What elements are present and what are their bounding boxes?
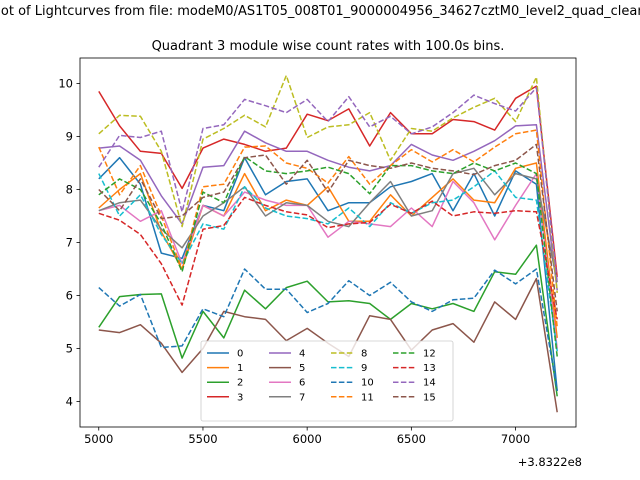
series-group xyxy=(98,74,558,413)
series-line-6 xyxy=(98,172,558,349)
legend-label-2: 2 xyxy=(237,378,243,389)
series-line-1 xyxy=(98,162,558,338)
series-line-4 xyxy=(98,124,558,291)
legend-label-3: 3 xyxy=(237,392,243,403)
x-tick-label: 5500 xyxy=(188,432,217,446)
y-tick-label: 8 xyxy=(66,182,73,196)
legend-label-6: 6 xyxy=(299,378,305,389)
series-lines xyxy=(98,74,558,413)
legend-label-13: 13 xyxy=(423,363,436,374)
y-tick-label: 6 xyxy=(66,289,73,303)
legend-label-4: 4 xyxy=(299,349,305,360)
legend-label-14: 14 xyxy=(423,378,436,389)
x-tick-label: 6500 xyxy=(397,432,426,446)
x-tick-label: 5000 xyxy=(84,432,113,446)
x-tick-label: 6000 xyxy=(293,432,322,446)
series-line-11 xyxy=(98,129,558,328)
y-tick-label: 5 xyxy=(66,342,73,356)
figure-suptitle: Plot of Lightcurves from file: modeM0/AS… xyxy=(0,4,640,19)
legend-label-15: 15 xyxy=(423,392,436,403)
series-line-2 xyxy=(98,244,558,397)
y-tick-label: 10 xyxy=(58,76,73,90)
legend-label-5: 5 xyxy=(299,363,305,374)
y-tick-label: 9 xyxy=(66,129,73,143)
chart-title: Quadrant 3 module wise count rates with … xyxy=(152,39,505,54)
series-line-15 xyxy=(98,143,558,312)
y-tick-label: 4 xyxy=(66,395,73,409)
legend-label-0: 0 xyxy=(237,349,243,360)
series-line-14 xyxy=(98,86,558,283)
series-line-13 xyxy=(98,196,558,320)
legend-label-1: 1 xyxy=(237,363,243,374)
x-offset-label: +3.8322e8 xyxy=(518,455,582,469)
legend-label-7: 7 xyxy=(299,392,305,403)
series-line-7 xyxy=(98,167,558,283)
legend-label-10: 10 xyxy=(361,378,374,389)
legend-label-9: 9 xyxy=(361,363,367,374)
y-tick-label: 7 xyxy=(66,236,73,250)
legend-label-8: 8 xyxy=(361,349,367,360)
x-tick-label: 7000 xyxy=(501,432,530,446)
legend-label-11: 11 xyxy=(361,392,374,403)
legend-box xyxy=(200,340,454,422)
series-line-10 xyxy=(98,268,558,392)
legend-label-12: 12 xyxy=(423,349,436,360)
